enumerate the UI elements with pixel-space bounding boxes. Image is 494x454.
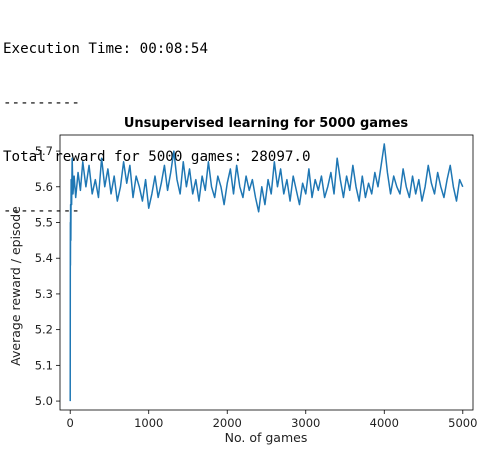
y-tick-label: 5.6 bbox=[35, 180, 53, 194]
y-tick-label: 5.2 bbox=[35, 323, 53, 337]
separator-line: --------- bbox=[3, 95, 80, 111]
x-tick-label: 3000 bbox=[291, 416, 320, 430]
series-line bbox=[69, 143, 464, 402]
y-tick-label: 5.7 bbox=[35, 144, 53, 158]
x-tick-label: 4000 bbox=[370, 416, 399, 430]
y-axis-label: Average reward / episode bbox=[8, 206, 23, 366]
y-tick-label: 5.0 bbox=[35, 394, 53, 408]
plot-frame bbox=[59, 134, 474, 411]
x-tick-label: 0 bbox=[67, 416, 74, 430]
y-tick-label: 5.4 bbox=[35, 251, 53, 265]
plot-area: 0 1000 2000 3000 4000 5000 5.0 5.1 5.2 5.3 5.4 5.5 5… bbox=[35, 134, 477, 430]
x-tick-label: 2000 bbox=[213, 416, 242, 430]
y-tick-label: 5.1 bbox=[35, 358, 53, 372]
x-tick-label: 5000 bbox=[448, 416, 477, 430]
separator-line: --------- bbox=[3, 203, 80, 219]
y-tick-label: 5.5 bbox=[35, 216, 53, 230]
x-tick-label: 1000 bbox=[134, 416, 163, 430]
y-tick-label: 5.3 bbox=[35, 287, 53, 301]
chart-figure: Unsupervised learning for 5000 games 0 10… bbox=[0, 100, 494, 454]
x-axis-label: No. of games bbox=[225, 430, 308, 445]
line-chart: Unsupervised learning for 5000 games 0 10… bbox=[8, 116, 477, 445]
execution-time-line: Execution Time: 00:08:54 bbox=[3, 41, 208, 57]
chart-title: Unsupervised learning for 5000 games bbox=[124, 116, 409, 131]
